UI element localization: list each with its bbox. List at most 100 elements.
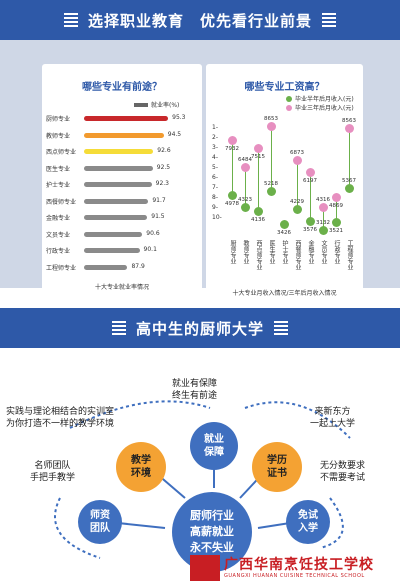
legend-swatch <box>134 102 148 107</box>
employment-major-label: 文员专业 <box>46 231 71 239</box>
salary-half-year-label: 3426 <box>277 230 291 237</box>
cert-text: 来新东方 一起上大学 <box>310 407 356 429</box>
salary-half-year-label: 3132 <box>316 219 330 226</box>
salary-major-label: 文员专业 <box>320 240 327 264</box>
salary-three-year-label: 4869 <box>329 203 343 210</box>
salary-three-year-dot <box>293 155 302 165</box>
exam-node: 免试 入学 <box>286 500 330 544</box>
employment-value-label: 91.5 <box>151 213 165 220</box>
employ-text: 就业有保障 终生有前途 <box>172 379 218 401</box>
pink-dot-icon <box>286 104 292 111</box>
salary-half-year-dot <box>345 183 354 193</box>
salary-chart-caption: 十大专业月收入情况/三年后月收入情况 <box>232 290 337 297</box>
salary-half-year-label: 4229 <box>290 199 304 206</box>
salary-three-year-label: 6197 <box>303 178 317 185</box>
employment-major-label: 护士专业 <box>46 182 71 189</box>
salary-major-label: 金融专业 <box>307 240 314 264</box>
exam-text: 无分数要求 不需要考试 <box>320 461 366 483</box>
salary-three-year-dot <box>241 162 250 172</box>
employment-major-label: 教师专业 <box>46 132 71 140</box>
salary-three-year-dot <box>319 203 328 213</box>
employment-chart-caption: 十大专业就业率情况 <box>94 284 149 291</box>
salary-major-label: 教师专业 <box>242 240 249 264</box>
employment-bar <box>84 116 169 121</box>
employment-value-label: 92.3 <box>155 180 169 187</box>
salary-rank-label: 10- <box>212 214 222 221</box>
decor-lines-icon <box>63 13 78 27</box>
advantages-diagram: 就业有保障 终生有前途 实践与理论相结合的实训室 为你打造不一样的教学环境 来新… <box>0 348 400 584</box>
salary-rank-label: 8- <box>212 194 218 201</box>
center-node: 厨师行业 高薪就业 永不失业 <box>172 492 252 572</box>
salary-legend-half: 毕业半年后月收入(元) <box>286 94 354 103</box>
salary-three-year-dot <box>332 193 341 203</box>
salary-half-year-dot <box>228 191 237 201</box>
salary-stem <box>349 128 350 188</box>
employment-bar <box>84 248 140 253</box>
salary-half-year-label: 3521 <box>329 228 343 235</box>
employment-major-label: 西点师专业 <box>46 149 77 156</box>
salary-chart-title: 哪些专业工资高？ <box>244 82 325 93</box>
salary-three-year-label: 8563 <box>342 118 356 125</box>
salary-rank-label: 1- <box>212 124 218 131</box>
top-banner: 选择职业教育 优先看行业前景 <box>0 0 400 40</box>
salary-major-label: 护士专业 <box>281 240 288 264</box>
salary-legend-three-label: 毕业三年后月收入(元) <box>295 105 354 112</box>
team-text: 名师团队 手把手教学 <box>30 461 76 483</box>
salary-three-year-label: 8653 <box>264 116 278 123</box>
employment-value-label: 87.9 <box>131 262 145 270</box>
teach-text: 实践与理论相结合的实训室 为你打造不一样的教学环境 <box>6 407 115 429</box>
salary-half-year-label: 4978 <box>225 201 239 208</box>
salary-stem <box>271 126 272 191</box>
salary-stem <box>323 207 324 230</box>
employment-value-label: 90.6 <box>146 229 160 237</box>
school-logo: 广西华南烹饪技工学校 GUANGXI HUANAN CUISINE TECHNI… <box>190 553 400 584</box>
salary-half-year-dot <box>293 205 302 215</box>
cert-node: 学历 证书 <box>252 442 302 492</box>
salary-stem <box>336 197 337 223</box>
decor-lines-icon <box>322 13 336 27</box>
salary-half-year-dot <box>332 218 341 228</box>
employment-legend: 就业率(%) <box>134 100 179 109</box>
school-logo-icon <box>190 555 220 581</box>
employment-legend-label: 就业率(%) <box>151 102 180 109</box>
school-name-cn: 广西华南烹饪技工学校 <box>224 557 374 573</box>
salary-chart-card: 哪些专业工资高？ 毕业半年后月收入(元) 毕业三年后月收入(元) 1- 2- 3- 4… <box>206 64 363 307</box>
employment-value-label: 91.7 <box>152 196 166 204</box>
salary-rank-label: 4- <box>212 154 218 161</box>
team-node: 师资 团队 <box>78 500 122 544</box>
middle-banner-title: 高中生的厨师大学 <box>135 319 264 338</box>
employment-major-label: 医生专业 <box>46 165 71 173</box>
employment-value-label: 94.5 <box>167 130 182 138</box>
employment-value-label: 92.5 <box>156 163 171 171</box>
salary-rank-label: 9- <box>212 204 218 211</box>
employment-value-label: 90.1 <box>143 246 157 253</box>
salary-stem <box>245 166 246 208</box>
employment-bar <box>84 215 148 220</box>
salary-three-year-label: 4316 <box>316 197 330 204</box>
salary-rank-label: 3- <box>212 144 218 151</box>
decor-lines-icon <box>274 321 288 335</box>
salary-half-year-label: 4136 <box>251 216 265 223</box>
employment-bar <box>84 165 153 171</box>
salary-three-year-dot <box>228 135 237 145</box>
salary-three-year-dot <box>254 143 263 153</box>
salary-major-label: 行政专业 <box>333 240 340 264</box>
stats-section: 哪些专业有前途？ 就业率(%) 厨师专业 95.3 教师专业 94.5 西点师专业 92.… <box>0 40 400 307</box>
salary-legend-half-label: 毕业半年后月收入(元) <box>295 96 354 103</box>
salary-three-year-label: 7515 <box>251 153 265 160</box>
salary-stem <box>258 147 259 211</box>
salary-half-year-dot <box>319 225 328 235</box>
salary-major-label: 工程师专业 <box>346 240 353 270</box>
employment-chart-title: 哪些专业有前途？ <box>82 82 162 93</box>
employment-major-label: 西餐师专业 <box>46 198 77 206</box>
salary-major-label: 厨师专业 <box>229 240 236 264</box>
employment-bar <box>84 264 128 270</box>
salary-rank-label: 5- <box>212 164 218 171</box>
salary-rank-label: 6- <box>212 174 218 181</box>
salary-stem <box>232 139 233 196</box>
salary-rank-label: 2- <box>212 134 218 141</box>
salary-major-label: 西餐师专业 <box>294 240 301 270</box>
salary-stem <box>297 159 298 210</box>
employment-bar <box>84 198 149 204</box>
